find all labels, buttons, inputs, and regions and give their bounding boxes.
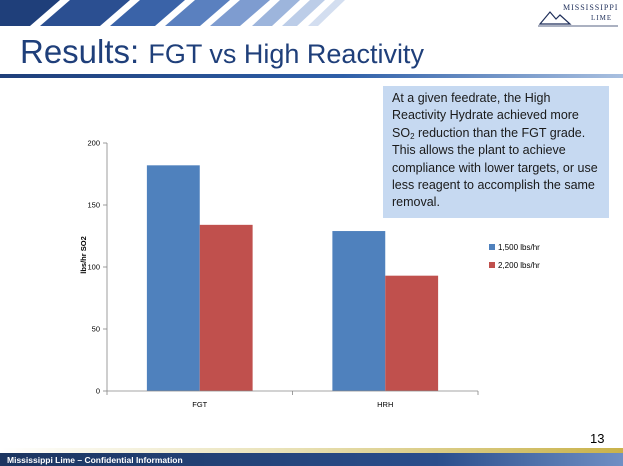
callout-text-part1: At a given feedrate, the High Reactivity… xyxy=(392,91,579,140)
footer-accent-stripe xyxy=(0,448,623,453)
title-underline xyxy=(0,74,623,78)
y-axis: 0 50 100 150 200 xyxy=(87,139,108,396)
bar-fgt-series-2 xyxy=(199,224,253,391)
y-tick-label: 150 xyxy=(87,201,100,210)
footer-text: Mississippi Lime – Confidential Informat… xyxy=(7,455,183,465)
legend-label: 1,500 lbs/hr xyxy=(498,243,540,252)
bar-hrh-series-1 xyxy=(332,231,386,391)
logo-text-line2: LIME xyxy=(591,14,613,22)
legend-swatch xyxy=(489,262,495,268)
decorative-stripe-banner xyxy=(0,0,520,26)
bar-fgt-series-1 xyxy=(146,165,200,391)
y-tick-label: 50 xyxy=(92,325,100,334)
slide-title-sub: FGT vs High Reactivity xyxy=(148,39,424,69)
mississippi-lime-logo xyxy=(538,11,618,27)
slide-title-main: Results: xyxy=(20,33,149,70)
legend-swatch xyxy=(489,244,495,250)
callout-box: At a given feedrate, the High Reactivity… xyxy=(383,86,609,218)
y-tick-label: 0 xyxy=(96,387,100,396)
logo-text-line1: MISSISSIPPI xyxy=(563,3,619,12)
chart-legend: 1,500 lbs/hr 2,200 lbs/hr xyxy=(489,243,540,270)
page-number: 13 xyxy=(590,431,605,446)
legend-label: 2,200 lbs/hr xyxy=(498,261,540,270)
slide-title: Results: FGT vs High Reactivity xyxy=(20,33,424,71)
callout-subscript: 2 xyxy=(410,131,415,141)
footer-bar xyxy=(0,453,623,466)
x-tick-label: FGT xyxy=(192,400,207,409)
bar-group xyxy=(146,165,439,391)
x-axis: FGT HRH xyxy=(106,390,479,409)
bar-hrh-series-2 xyxy=(385,275,439,391)
y-tick-label: 200 xyxy=(87,139,100,148)
y-axis-title: lbs/hr SO2 xyxy=(79,236,88,274)
x-tick-label: HRH xyxy=(377,400,393,409)
callout-text-part2: reduction than the FGT grade. This allow… xyxy=(392,125,598,210)
y-tick-label: 100 xyxy=(87,263,100,272)
